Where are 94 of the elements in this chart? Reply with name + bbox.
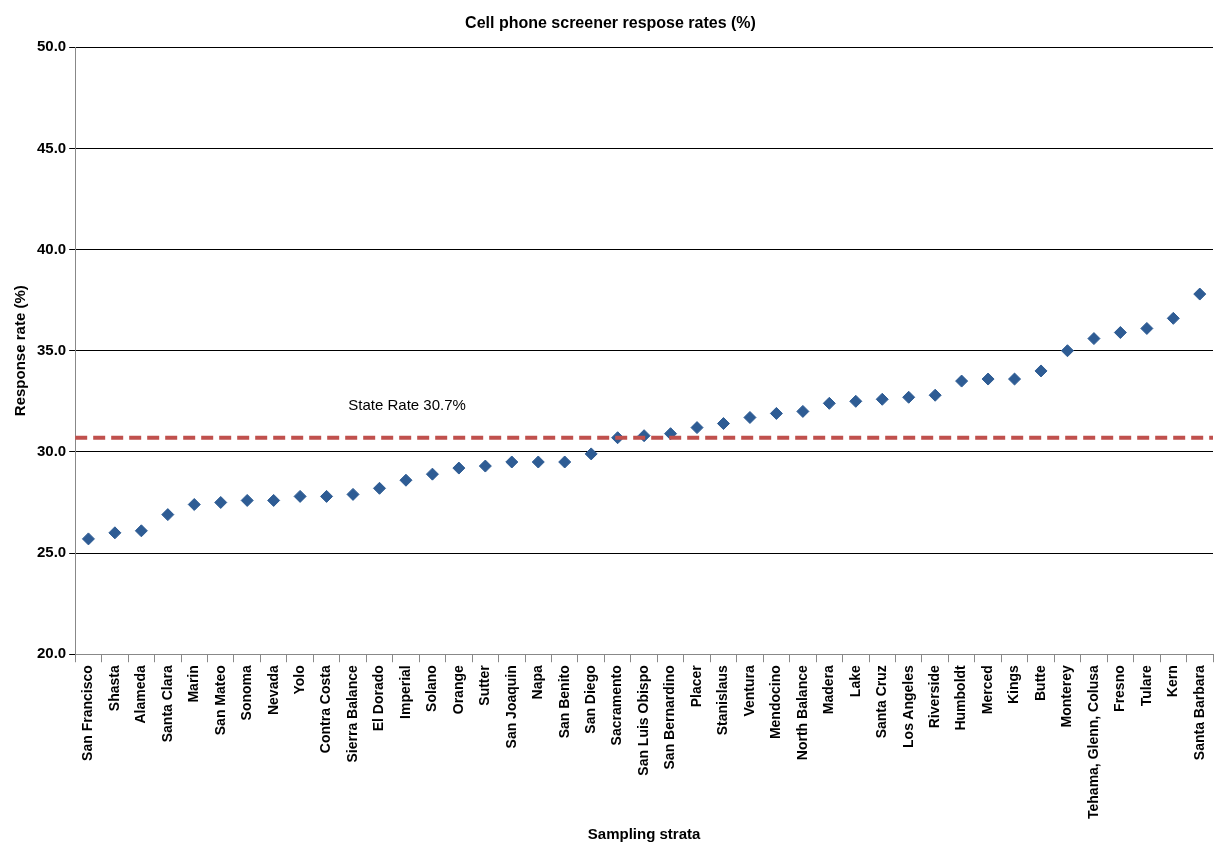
x-tick-label: Sierra Balance <box>343 665 360 763</box>
x-tick-label: Shasta <box>105 665 122 712</box>
point <box>320 489 334 503</box>
point <box>584 447 598 461</box>
point <box>716 417 730 431</box>
x-tick-label: San Joaquin <box>502 665 519 749</box>
x-tick-label: Merced <box>978 665 995 715</box>
x-tick-label: Santa Barbara <box>1190 665 1207 761</box>
point <box>240 493 254 507</box>
y-tick-label: 20.0 <box>36 644 67 662</box>
point <box>214 495 228 509</box>
y-tick-label: 35.0 <box>36 340 67 358</box>
x-tick-label: Marin <box>185 665 202 703</box>
x-tick-label: Mendocino <box>767 665 784 740</box>
point <box>981 372 995 386</box>
y-tick-label: 30.0 <box>36 442 67 460</box>
y-tick-label: 40.0 <box>36 239 67 257</box>
chart-title: Cell phone screener respose rates (%) <box>465 14 756 32</box>
point <box>822 396 836 410</box>
point <box>81 532 95 546</box>
point <box>875 392 889 406</box>
y-tick-label: 50.0 <box>36 37 67 55</box>
point <box>293 489 307 503</box>
point <box>928 388 942 402</box>
point <box>743 410 757 424</box>
x-tick-label: Solano <box>423 665 440 712</box>
x-tick-label: Napa <box>529 665 546 700</box>
point <box>134 524 148 538</box>
point <box>505 455 519 469</box>
x-tick-label: Sonoma <box>238 665 255 721</box>
point <box>1113 326 1127 339</box>
y-tick-label: 25.0 <box>36 543 67 561</box>
x-tick-label: Placer <box>687 664 704 708</box>
point <box>1008 372 1022 386</box>
point <box>902 390 916 404</box>
x-tick-label: Sutter <box>476 664 493 706</box>
x-tick-label: Kern <box>1164 665 1181 698</box>
point <box>1140 321 1154 335</box>
point <box>849 394 863 408</box>
point <box>531 455 545 469</box>
point <box>769 406 783 420</box>
point <box>399 473 413 487</box>
x-tick-label: Sacramento <box>608 665 625 746</box>
ref-line-label: State Rate 30.7% <box>348 396 466 414</box>
point <box>1193 287 1207 301</box>
y-tick-label: 45.0 <box>36 138 67 156</box>
x-tick-label: Lake <box>846 665 863 698</box>
point <box>452 461 466 475</box>
x-tick-label: Los Angeles <box>899 665 916 748</box>
point <box>108 526 122 540</box>
x-tick-label: Monterey <box>1058 665 1075 728</box>
x-tick-label: San Mateo <box>211 665 228 736</box>
point <box>1166 311 1180 325</box>
x-axis-title: Sampling strata <box>587 825 702 843</box>
point <box>1060 344 1074 358</box>
x-tick-label: Madera <box>820 665 837 715</box>
x-tick-label: Nevada <box>264 665 281 716</box>
point <box>1034 364 1048 378</box>
point <box>161 508 175 522</box>
x-tick-label: Imperial <box>396 665 413 719</box>
x-tick-label: San Bernardino <box>661 665 678 770</box>
y-axis-title: Response rate (%) <box>11 285 29 417</box>
x-tick-label: San Luis Obispo <box>634 665 651 776</box>
x-tick-label: El Dorado <box>370 665 387 732</box>
point <box>346 487 360 501</box>
x-tick-label: Kings <box>1005 665 1022 705</box>
x-tick-label: San Diego <box>582 665 599 734</box>
x-tick-label: Riverside <box>926 665 943 729</box>
point <box>690 421 704 435</box>
x-tick-label: Fresno <box>1111 665 1128 712</box>
point <box>267 493 281 507</box>
x-tick-label: Orange <box>449 665 466 715</box>
x-tick-label: Contra Costa <box>317 665 334 754</box>
x-tick-label: North Balance <box>793 665 810 761</box>
point <box>558 455 572 469</box>
x-tick-label: Stanislaus <box>714 665 731 736</box>
x-tick-label: Humboldt <box>952 664 969 731</box>
x-tick-label: Ventura <box>740 665 757 717</box>
x-tick-label: San Benito <box>555 665 572 739</box>
x-tick-label: Santa Cruz <box>873 665 890 739</box>
point <box>1087 332 1101 346</box>
point <box>372 481 386 495</box>
x-tick-label: Yolo <box>290 665 307 695</box>
x-tick-label: Tehama, Glenn, Colusa <box>1084 665 1101 820</box>
point <box>187 497 201 511</box>
point <box>955 374 969 388</box>
x-tick-label: Tulare <box>1137 665 1154 707</box>
x-tick-label: Butte <box>1031 665 1048 702</box>
x-tick-label: San Francisco <box>79 665 96 761</box>
point <box>425 467 439 481</box>
point <box>478 459 492 473</box>
point <box>796 404 810 418</box>
x-tick-label: Alameda <box>132 665 149 724</box>
x-tick-label: Santa Clara <box>158 665 175 743</box>
